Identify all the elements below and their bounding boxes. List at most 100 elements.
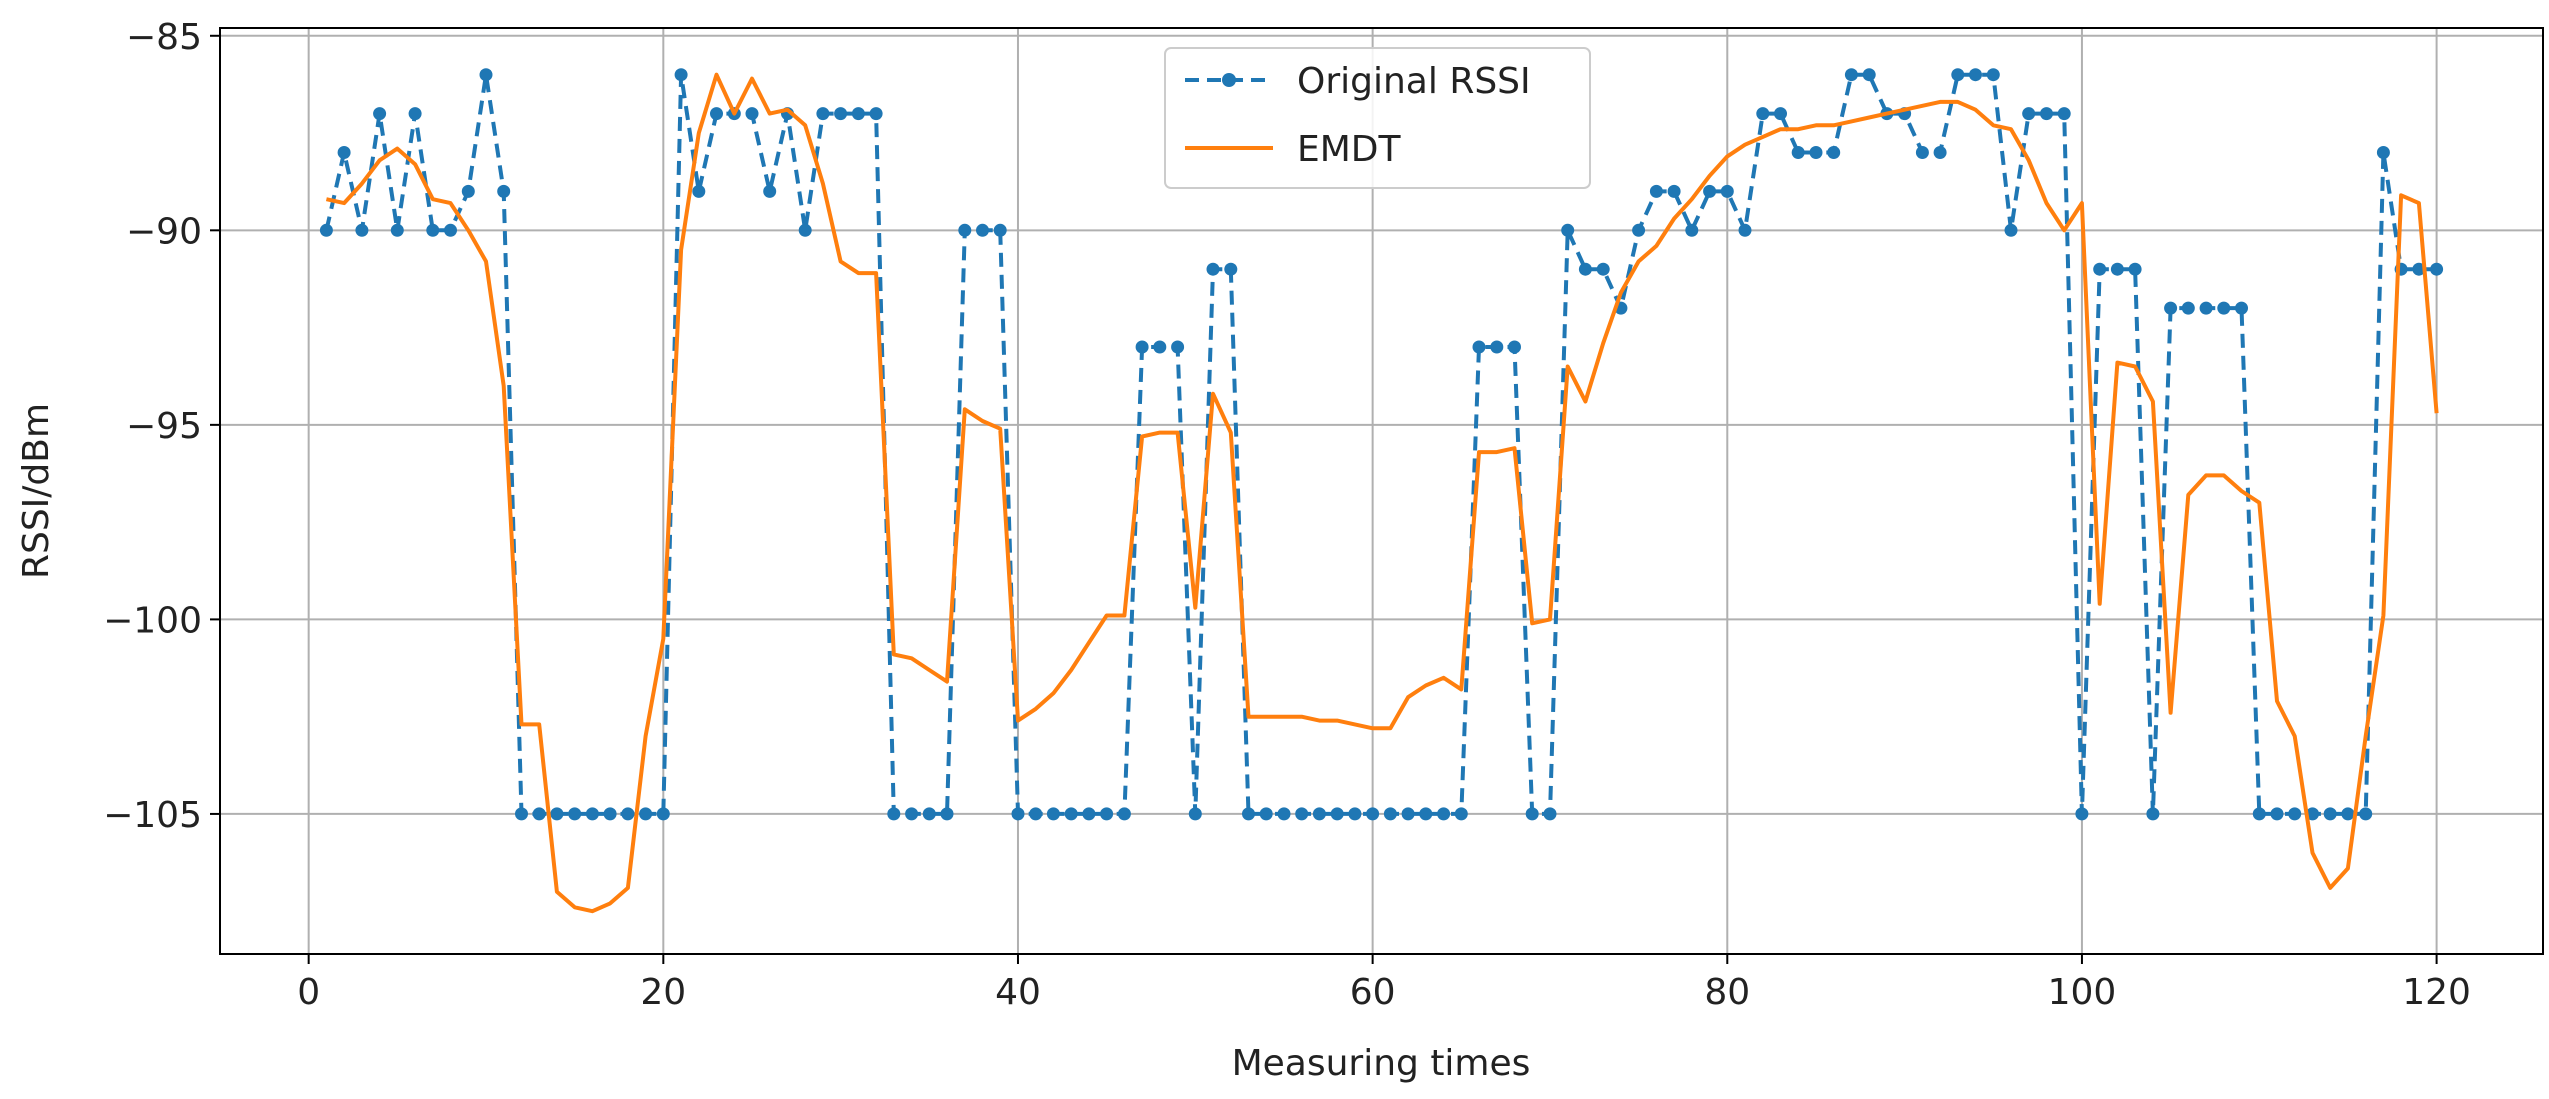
data-point-original-rssi xyxy=(1578,262,1592,276)
data-point-original-rssi xyxy=(1738,223,1752,237)
data-point-original-rssi xyxy=(1259,807,1273,821)
data-point-original-rssi xyxy=(1472,340,1486,354)
data-point-original-rssi xyxy=(461,184,475,198)
data-point-original-rssi xyxy=(497,184,511,198)
data-point-original-rssi xyxy=(1188,807,1202,821)
legend: Original RSSI EMDT xyxy=(1164,47,1591,189)
y-tick-label: −95 xyxy=(126,406,202,447)
data-point-original-rssi xyxy=(1312,807,1326,821)
data-point-original-rssi xyxy=(656,807,670,821)
data-point-original-rssi xyxy=(2217,301,2231,315)
data-point-original-rssi xyxy=(355,223,369,237)
data-point-original-rssi xyxy=(710,107,723,121)
series-line-emdt xyxy=(325,72,2439,914)
legend-label-original-rssi: Original RSSI xyxy=(1297,61,1531,102)
data-point-original-rssi xyxy=(1383,807,1397,821)
data-point-original-rssi xyxy=(568,807,582,821)
data-point-original-rssi xyxy=(2075,807,2089,821)
data-point-original-rssi xyxy=(1242,807,1255,821)
data-point-original-rssi xyxy=(1632,223,1646,237)
data-point-original-rssi xyxy=(993,223,1007,237)
data-point-original-rssi xyxy=(2288,807,2302,821)
data-point-original-rssi xyxy=(1543,807,1557,821)
data-point-original-rssi xyxy=(816,107,830,121)
data-point-original-rssi xyxy=(1596,262,1610,276)
data-point-original-rssi xyxy=(2341,807,2355,821)
data-point-original-rssi xyxy=(1969,68,1982,82)
data-point-original-rssi xyxy=(2323,807,2337,821)
data-point-original-rssi xyxy=(763,184,777,198)
data-point-original-rssi xyxy=(1827,146,1841,159)
x-tick-label: 20 xyxy=(640,972,686,1013)
data-point-original-rssi xyxy=(1029,807,1043,821)
data-point-original-rssi xyxy=(1844,68,1858,82)
legend-frame xyxy=(1164,47,1591,189)
data-point-original-rssi xyxy=(1490,340,1504,354)
data-point-original-rssi xyxy=(2252,807,2266,821)
data-point-original-rssi xyxy=(2164,301,2178,315)
data-point-original-rssi xyxy=(1703,184,1717,198)
data-point-original-rssi xyxy=(319,223,333,237)
data-point-original-rssi xyxy=(1295,807,1309,821)
data-point-original-rssi xyxy=(1933,146,1947,159)
data-point-original-rssi xyxy=(887,807,901,821)
data-point-original-rssi xyxy=(1366,807,1380,821)
data-point-original-rssi xyxy=(958,223,972,237)
data-point-original-rssi xyxy=(426,223,440,237)
data-point-original-rssi xyxy=(2022,107,2036,121)
data-point-original-rssi xyxy=(390,223,404,237)
data-point-original-rssi xyxy=(1419,807,1433,821)
data-point-original-rssi xyxy=(674,68,688,82)
data-point-original-rssi xyxy=(2004,223,2018,237)
data-point-original-rssi xyxy=(1277,807,1291,821)
legend-marker-original-rssi xyxy=(1222,73,1236,87)
data-point-original-rssi xyxy=(905,807,919,821)
x-tick-label: 100 xyxy=(2048,972,2117,1013)
data-point-original-rssi xyxy=(1117,807,1131,821)
data-point-original-rssi xyxy=(2040,107,2053,121)
data-point-original-rssi xyxy=(639,807,653,821)
data-point-original-rssi xyxy=(1561,223,1575,237)
data-point-original-rssi xyxy=(337,146,351,159)
x-tick-label: 40 xyxy=(995,972,1041,1013)
data-point-original-rssi xyxy=(798,223,812,237)
data-point-original-rssi xyxy=(1153,340,1167,354)
series-group xyxy=(319,68,2444,914)
data-point-original-rssi xyxy=(1046,807,1060,821)
data-point-original-rssi xyxy=(1206,262,1220,276)
data-point-original-rssi xyxy=(1685,223,1699,237)
data-point-original-rssi xyxy=(1064,807,1078,821)
y-tick-label: −85 xyxy=(126,17,202,58)
data-point-original-rssi xyxy=(1100,807,1114,821)
data-point-original-rssi xyxy=(922,807,936,821)
data-point-original-rssi xyxy=(1508,340,1521,354)
data-point-original-rssi xyxy=(2057,107,2071,121)
x-axis-title: Measuring times xyxy=(1232,1043,1531,1084)
data-point-original-rssi xyxy=(1774,107,1787,121)
data-point-original-rssi xyxy=(2146,807,2160,821)
data-point-original-rssi xyxy=(585,807,599,821)
data-point-original-rssi xyxy=(1011,807,1025,821)
data-point-original-rssi xyxy=(2110,262,2124,276)
data-point-original-rssi xyxy=(745,107,759,121)
data-point-original-rssi xyxy=(1224,262,1238,276)
data-point-original-rssi xyxy=(532,807,546,821)
data-point-original-rssi xyxy=(515,807,528,821)
data-point-original-rssi xyxy=(2199,301,2213,315)
data-point-original-rssi xyxy=(2235,301,2248,315)
data-point-original-rssi xyxy=(2376,146,2390,159)
data-point-original-rssi xyxy=(1348,807,1362,821)
data-point-original-rssi xyxy=(444,223,457,237)
data-point-original-rssi xyxy=(1401,807,1415,821)
data-point-original-rssi xyxy=(479,68,493,82)
data-point-original-rssi xyxy=(851,107,865,121)
data-point-original-rssi xyxy=(1649,184,1663,198)
data-point-original-rssi xyxy=(834,107,848,121)
data-point-original-rssi xyxy=(2270,807,2284,821)
data-point-original-rssi xyxy=(1986,68,2000,82)
data-point-original-rssi xyxy=(1082,807,1096,821)
x-tick-label: 80 xyxy=(1704,972,1750,1013)
x-tick-label: 0 xyxy=(297,972,320,1013)
y-axis-title: RSSI/dBm xyxy=(16,403,57,579)
data-point-original-rssi xyxy=(940,807,954,821)
